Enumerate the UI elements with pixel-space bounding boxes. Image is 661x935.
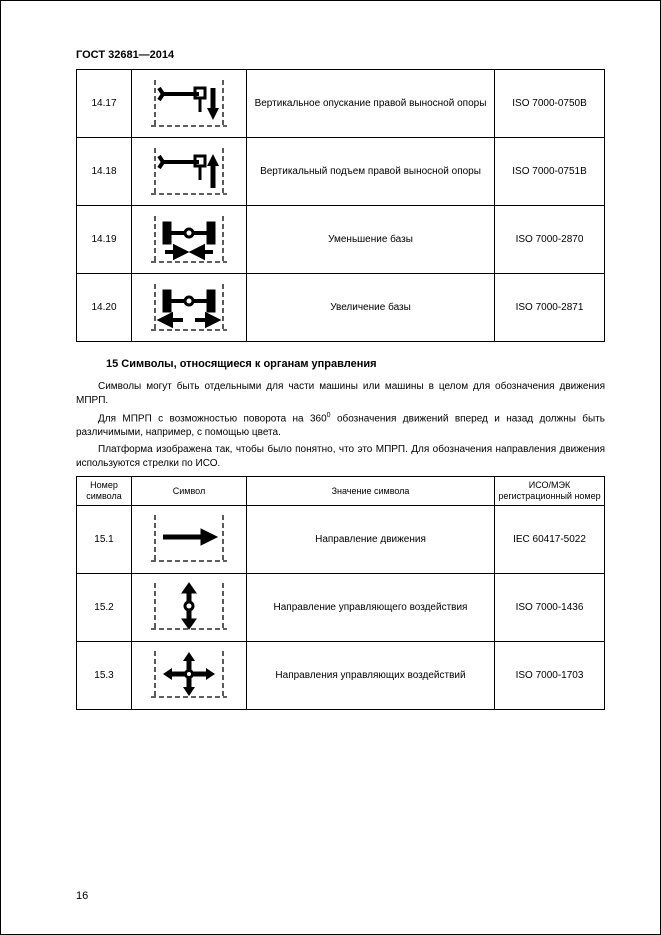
symbol-description: Направления управляющих воздействий xyxy=(247,641,495,709)
symbol-registration: ISO 7000-0750B xyxy=(495,70,605,138)
symbol-number: 15.2 xyxy=(77,573,132,641)
page-number: 16 xyxy=(76,890,88,902)
symbol-description: Вертикальный подъем правой выносной опор… xyxy=(247,138,495,206)
col-header-number: Номер символа xyxy=(77,477,132,506)
symbol-description: Вертикальное опускание правой выносной о… xyxy=(247,70,495,138)
col-header-description: Значение символа xyxy=(247,477,495,506)
table-header-row: Номер символа Символ Значение символа ИС… xyxy=(77,477,605,506)
col-header-symbol: Символ xyxy=(132,477,247,506)
symbols-table-15: Номер символа Символ Значение символа ИС… xyxy=(76,476,605,710)
symbol-cell xyxy=(132,573,247,641)
symbol-number: 15.1 xyxy=(77,505,132,573)
table-row: 15.3 xyxy=(77,641,605,709)
table-row: 14.20 xyxy=(77,274,605,342)
wheelbase-decrease-icon xyxy=(139,208,239,272)
symbol-description: Уменьшение базы xyxy=(247,206,495,274)
symbol-registration: ISO 7000-1436 xyxy=(495,573,605,641)
symbol-number: 14.18 xyxy=(77,138,132,206)
table-row: 15.1 Направление движения xyxy=(77,505,605,573)
symbol-description: Направление управляющего воздействия xyxy=(247,573,495,641)
symbol-cell xyxy=(132,206,247,274)
symbol-description: Направление движения xyxy=(247,505,495,573)
section-title: 15 Символы, относящиеся к органам управл… xyxy=(106,358,605,370)
symbol-number: 14.17 xyxy=(77,70,132,138)
symbol-number: 14.19 xyxy=(77,206,132,274)
symbol-cell xyxy=(132,641,247,709)
table-row: 14.17 xyxy=(77,70,605,138)
four-way-arrow-icon xyxy=(139,643,239,707)
paragraph: Символы могут быть отдельными для части … xyxy=(76,380,605,407)
symbol-cell xyxy=(132,138,247,206)
symbol-registration: ISO 7000-2870 xyxy=(495,206,605,274)
text-span: Для МПРП с возможностью поворота на 360 xyxy=(98,413,327,424)
symbol-registration: ISO 7000-1703 xyxy=(495,641,605,709)
col-header-registration: ИСО/МЭК регистрационный номер xyxy=(495,477,605,506)
symbol-description: Увеличение базы xyxy=(247,274,495,342)
symbol-registration: ISO 7000-0751B xyxy=(495,138,605,206)
table-row: 14.18 xyxy=(77,138,605,206)
symbol-number: 14.20 xyxy=(77,274,132,342)
symbol-registration: IEC 60417-5022 xyxy=(495,505,605,573)
symbol-cell xyxy=(132,70,247,138)
symbol-cell xyxy=(132,505,247,573)
symbol-registration: ISO 7000-2871 xyxy=(495,274,605,342)
direction-arrow-icon xyxy=(139,507,239,571)
table-row: 14.19 xyxy=(77,206,605,274)
page: ГОСТ 32681—2014 14.17 xyxy=(0,0,661,935)
paragraph: Платформа изображена так, чтобы было пон… xyxy=(76,443,605,470)
outrigger-up-right-icon xyxy=(139,140,239,204)
doc-header: ГОСТ 32681—2014 xyxy=(76,49,605,61)
symbol-cell xyxy=(132,274,247,342)
symbol-number: 15.3 xyxy=(77,641,132,709)
vertical-double-arrow-icon xyxy=(139,575,239,639)
symbols-table-14: 14.17 xyxy=(76,69,605,342)
table-row: 15.2 xyxy=(77,573,605,641)
wheelbase-increase-icon xyxy=(139,276,239,340)
paragraph: Для МПРП с возможностью поворота на 3600… xyxy=(76,411,605,439)
outrigger-down-right-icon xyxy=(139,72,239,136)
